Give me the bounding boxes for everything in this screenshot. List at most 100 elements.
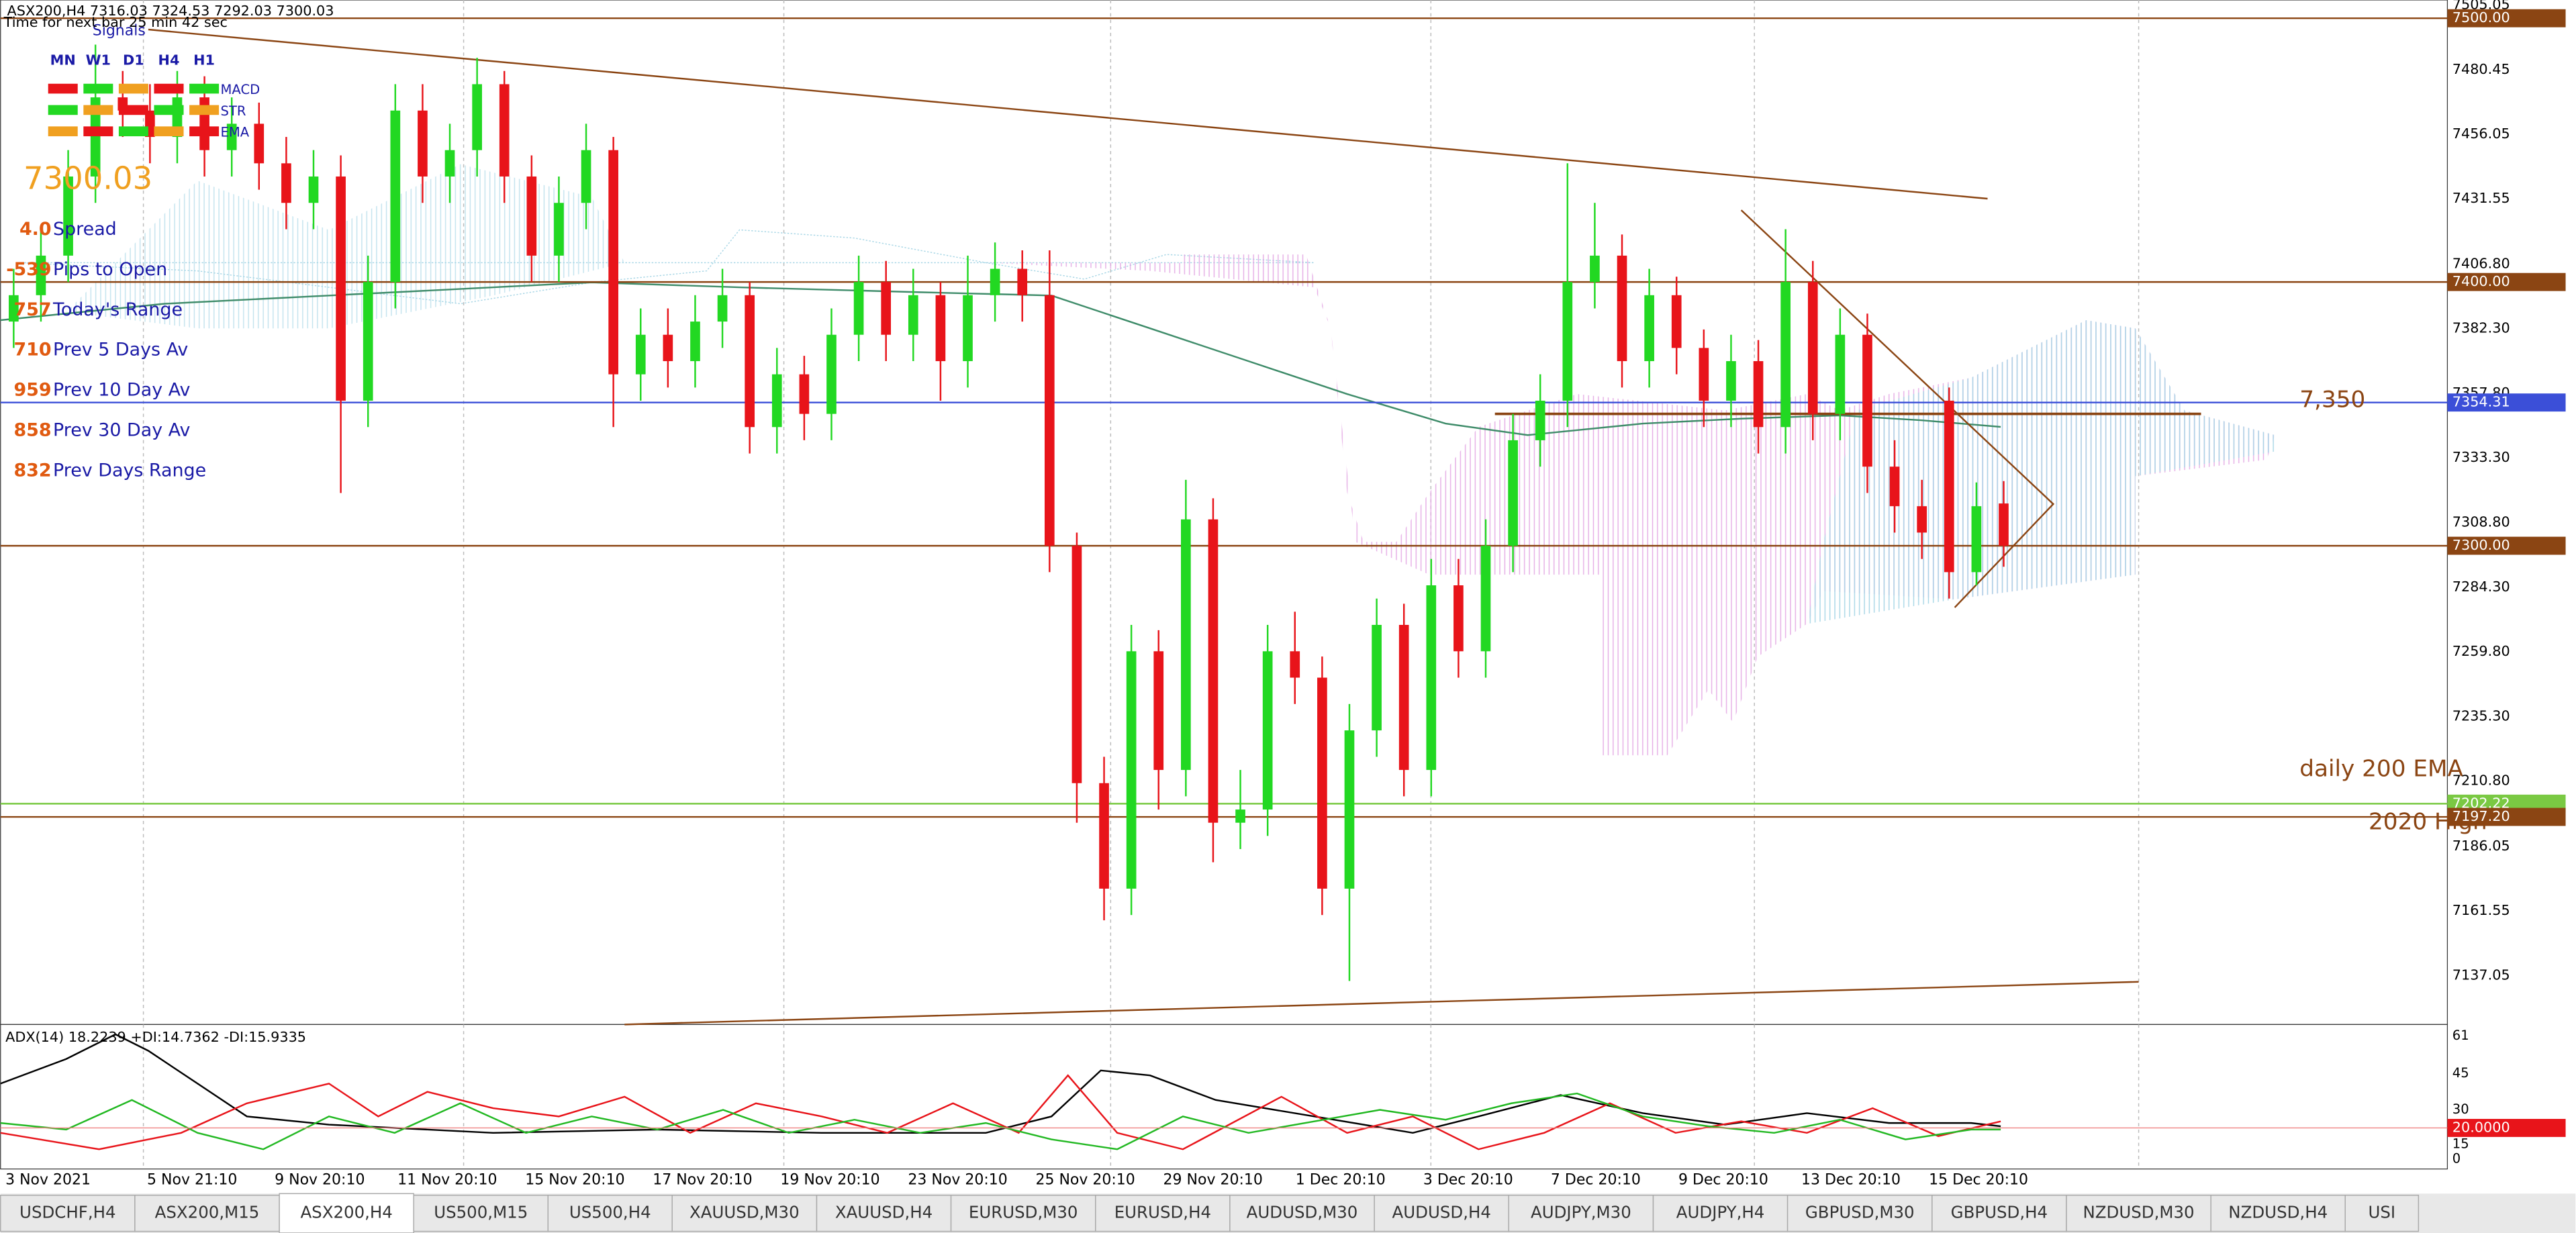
tab[interactable]	[413, 1195, 549, 1232]
date-label: 5 Nov 21:10	[147, 1172, 237, 1189]
candle-body	[1999, 503, 2009, 546]
candle-body	[281, 163, 291, 203]
stat-label: Spread	[53, 219, 117, 240]
tab-label[interactable]: ASX200,H4	[300, 1203, 392, 1222]
candle-body	[1726, 361, 1736, 401]
candle-body	[418, 110, 428, 177]
signal-block	[48, 83, 78, 94]
candle-body	[663, 334, 673, 362]
price-marker-label: 7300.00	[2452, 537, 2510, 553]
indicator: EMA	[221, 125, 250, 140]
candle-body	[963, 295, 973, 362]
tab-label[interactable]: ASX200,M15	[155, 1203, 260, 1222]
candle-body	[1453, 585, 1464, 652]
candle-body	[935, 295, 946, 362]
candle-body	[1508, 440, 1518, 546]
tab-label[interactable]: XAUUSD,M30	[689, 1203, 800, 1222]
tab[interactable]	[1652, 1195, 1788, 1232]
tab-label[interactable]: XAUUSD,H4	[835, 1203, 933, 1222]
candle-body	[690, 322, 700, 362]
tab-label[interactable]: GBPUSD,H4	[1951, 1203, 2048, 1222]
candle-body	[1807, 282, 1818, 414]
candle-body	[1126, 651, 1137, 889]
tab-label[interactable]: EURUSD,M30	[969, 1203, 1078, 1222]
price-marker-label: 7197.20	[2452, 808, 2510, 824]
tab-label[interactable]: AUDUSD,M30	[1247, 1203, 1358, 1222]
date-label: 7 Dec 20:10	[1551, 1172, 1641, 1189]
stat-label: Pips to Open	[53, 259, 167, 280]
bar-timer: Time for next bar 25 min 42 sec	[3, 14, 228, 30]
price-tick-label: 7259.80	[2452, 643, 2510, 659]
signal-block	[189, 126, 220, 137]
tab[interactable]	[671, 1195, 818, 1232]
signal-block	[48, 126, 78, 137]
candle-body	[881, 282, 892, 335]
signal-block	[189, 105, 220, 115]
tab[interactable]	[1931, 1195, 2067, 1232]
tab-label[interactable]: USI	[2369, 1203, 2396, 1222]
annotation: daily 200 EMA	[2299, 756, 2463, 783]
adx-tick-label: 61	[2452, 1028, 2469, 1043]
tab[interactable]	[950, 1195, 1096, 1232]
tab-label[interactable]: US500,M15	[434, 1203, 528, 1222]
tab-label[interactable]: USDCHF,H4	[19, 1203, 115, 1222]
candle-body	[1344, 730, 1355, 889]
candle-body	[226, 124, 237, 150]
price-tick-label: 7284.30	[2452, 579, 2510, 595]
price-tick-label: 7235.30	[2452, 707, 2510, 724]
timeframe: W1	[86, 52, 111, 68]
date-label: 25 Nov 20:10	[1035, 1172, 1135, 1189]
price-tick-label: 7480.45	[2452, 61, 2510, 77]
tab-label[interactable]: GBPUSD,M30	[1805, 1203, 1915, 1222]
date-label: 3 Dec 20:10	[1423, 1172, 1513, 1189]
candle-body	[526, 176, 537, 256]
tab-label[interactable]: NZDUSD,M30	[2083, 1203, 2195, 1222]
tab-label[interactable]: EURUSD,H4	[1114, 1203, 1211, 1222]
candle-body	[1971, 506, 1982, 573]
candle-body	[90, 97, 101, 177]
price-tick-label: 7137.05	[2452, 967, 2510, 983]
symbol-line: ASX200,H4 7316.03 7324.53 7292.03 7300.0…	[7, 3, 334, 19]
price-tick-label: 7333.30	[2452, 449, 2510, 465]
candle-body	[1480, 546, 1491, 652]
tab[interactable]	[547, 1195, 673, 1232]
candle-body	[1535, 400, 1545, 440]
date-label: 11 Nov 20:10	[397, 1172, 497, 1189]
candle-body	[853, 282, 864, 335]
tab[interactable]	[1786, 1195, 1933, 1232]
signal-block	[118, 126, 148, 137]
current-price: 7300.03	[23, 160, 152, 197]
tab[interactable]	[816, 1195, 952, 1232]
candle-body	[1699, 348, 1709, 401]
candle-body	[799, 374, 810, 414]
info-panel: Signals MN W1 D1 H4 H1 MACD STR EMA 7300.03 4.0 Spr…	[6, 22, 260, 481]
date-label: 29 Nov 20:10	[1163, 1172, 1263, 1189]
tab-label[interactable]: AUDJPY,H4	[1676, 1203, 1765, 1222]
tab[interactable]	[2066, 1195, 2211, 1232]
tab[interactable]	[1374, 1195, 1509, 1232]
tab-label[interactable]: NZDUSD,H4	[2228, 1203, 2328, 1222]
candle-body	[63, 176, 73, 256]
date-label: 17 Nov 20:10	[653, 1172, 752, 1189]
price-tick-label: 7431.55	[2452, 190, 2510, 206]
candle-body	[1944, 400, 1954, 573]
tab[interactable]	[0, 1195, 136, 1232]
price-marker-box	[2447, 393, 2566, 412]
tab-label[interactable]: AUDUSD,H4	[1392, 1203, 1490, 1222]
tab-label[interactable]: US500,H4	[569, 1203, 651, 1222]
tab[interactable]	[1095, 1195, 1231, 1232]
candle-body	[444, 150, 455, 177]
adx-title: ADX(14) 18.2239 +DI:14.7362 -DI:15.9335	[5, 1029, 306, 1045]
candle-body	[1835, 334, 1846, 414]
tab-label[interactable]: AUDJPY,M30	[1531, 1203, 1631, 1222]
candle-body	[1889, 466, 1900, 507]
signal-block	[83, 83, 113, 94]
price-marker-label: 7354.31	[2452, 394, 2510, 410]
stat-label: Prev 30 Day Av	[53, 420, 190, 441]
candle-body	[1862, 334, 1872, 467]
candle-body	[608, 150, 618, 375]
tab[interactable]	[2344, 1195, 2420, 1232]
adx-level-box	[2447, 1118, 2566, 1137]
